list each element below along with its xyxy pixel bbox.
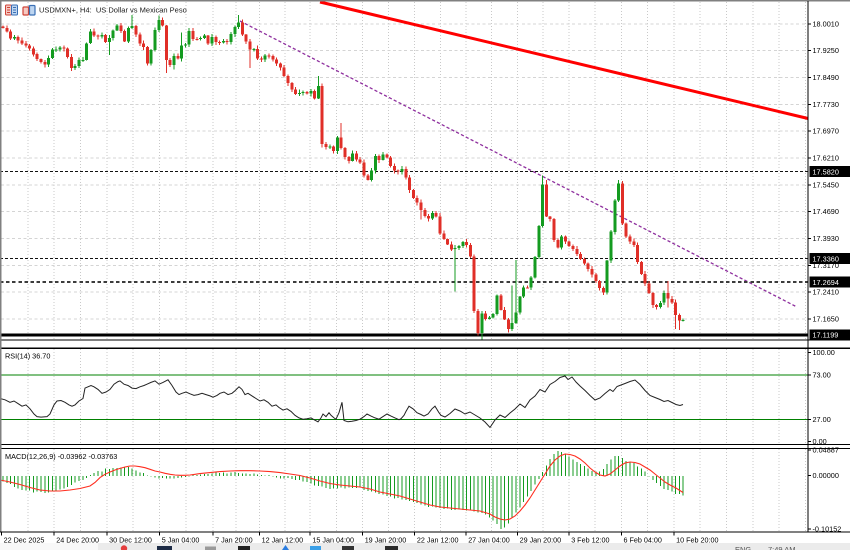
svg-text:27.00: 27.00 — [813, 415, 831, 424]
svg-text:17.7730: 17.7730 — [813, 100, 839, 109]
svg-text:17.8490: 17.8490 — [813, 73, 839, 82]
svg-text:MACD(12,26,9) -0.03962 -0.0376: MACD(12,26,9) -0.03962 -0.03763 — [5, 452, 117, 461]
svg-text:RSI(14) 36.70: RSI(14) 36.70 — [5, 352, 50, 361]
svg-text:0.04887: 0.04887 — [813, 446, 839, 455]
svg-text:3 Feb 12:00: 3 Feb 12:00 — [571, 535, 609, 544]
svg-text:17.2410: 17.2410 — [813, 288, 839, 297]
svg-text:15 Jan 04:00: 15 Jan 04:00 — [312, 535, 354, 544]
svg-text:17.4690: 17.4690 — [813, 207, 839, 216]
svg-text:17.9250: 17.9250 — [813, 46, 839, 55]
svg-text:17.3170: 17.3170 — [813, 261, 839, 270]
svg-text:17.3360: 17.3360 — [813, 254, 839, 263]
svg-text:17.1199: 17.1199 — [813, 331, 839, 340]
svg-text:17.2694: 17.2694 — [813, 278, 839, 287]
svg-text:10 Feb 20:00: 10 Feb 20:00 — [676, 535, 718, 544]
svg-text:12 Jan 12:00: 12 Jan 12:00 — [262, 535, 304, 544]
svg-text:22 Dec 2025: 22 Dec 2025 — [4, 535, 45, 544]
svg-text:18.0010: 18.0010 — [813, 19, 839, 28]
svg-text:5 Jan 04:00: 5 Jan 04:00 — [162, 535, 200, 544]
svg-text:17.3930: 17.3930 — [813, 234, 839, 243]
svg-text:17.5820: 17.5820 — [813, 168, 839, 177]
svg-text:7:49 AM: 7:49 AM — [768, 545, 796, 550]
svg-text:73.00: 73.00 — [813, 370, 831, 379]
svg-text:6 Feb 04:00: 6 Feb 04:00 — [624, 535, 662, 544]
svg-text:100.00: 100.00 — [813, 348, 835, 357]
svg-text:22 Jan 12:00: 22 Jan 12:00 — [417, 535, 459, 544]
svg-text:-0.10152: -0.10152 — [813, 524, 842, 533]
svg-text:30 Dec 12:00: 30 Dec 12:00 — [109, 535, 152, 544]
svg-text:0.00000: 0.00000 — [813, 471, 839, 480]
svg-text:27 Jan 04:00: 27 Jan 04:00 — [468, 535, 510, 544]
svg-text:17.1650: 17.1650 — [813, 315, 839, 324]
svg-text:17.6970: 17.6970 — [813, 127, 839, 136]
svg-text:0.00: 0.00 — [813, 437, 827, 446]
svg-text:USDMXN+, H4: US Dollar vs Mex: USDMXN+, H4: US Dollar vs Mexican Peso — [39, 5, 187, 14]
svg-text:19 Jan 20:00: 19 Jan 20:00 — [365, 535, 407, 544]
svg-text:24 Dec 20:00: 24 Dec 20:00 — [56, 535, 99, 544]
svg-text:29 Jan 20:00: 29 Jan 20:00 — [520, 535, 562, 544]
svg-text:17.5450: 17.5450 — [813, 180, 839, 189]
svg-text:17.6210: 17.6210 — [813, 154, 839, 163]
svg-text:ENG: ENG — [735, 545, 751, 550]
svg-text:7 Jan 20:00: 7 Jan 20:00 — [215, 535, 253, 544]
